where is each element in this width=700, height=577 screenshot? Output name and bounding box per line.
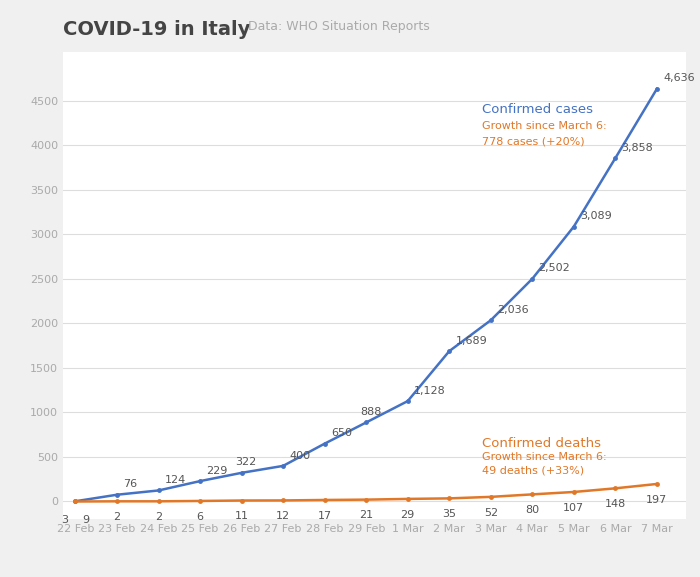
Text: 80: 80	[525, 505, 540, 515]
Text: Data: WHO Situation Reports: Data: WHO Situation Reports	[248, 20, 430, 33]
Text: 11: 11	[234, 511, 248, 521]
Text: 3,858: 3,858	[622, 143, 653, 153]
Text: Confirmed cases: Confirmed cases	[482, 103, 594, 115]
Text: 1,689: 1,689	[456, 336, 487, 346]
Text: 35: 35	[442, 509, 456, 519]
Text: 400: 400	[289, 451, 311, 460]
Text: 197: 197	[646, 494, 668, 505]
Text: 650: 650	[331, 428, 352, 439]
Text: 21: 21	[359, 510, 373, 520]
Text: 17: 17	[318, 511, 332, 520]
Text: 2,502: 2,502	[538, 264, 570, 273]
Text: 52: 52	[484, 508, 498, 518]
Text: 9: 9	[83, 515, 90, 525]
Text: 888: 888	[360, 407, 382, 417]
Text: 2,036: 2,036	[497, 305, 528, 315]
Text: COVID-19 in Italy: COVID-19 in Italy	[63, 20, 251, 39]
Text: 3,089: 3,089	[580, 211, 612, 221]
Text: 322: 322	[235, 458, 257, 467]
Text: 229: 229	[206, 466, 228, 476]
Text: 12: 12	[276, 511, 290, 521]
Text: 4,636: 4,636	[663, 73, 695, 84]
Text: 1,128: 1,128	[414, 386, 446, 396]
Text: 107: 107	[564, 503, 584, 512]
Text: Confirmed deaths: Confirmed deaths	[482, 437, 601, 451]
Text: 148: 148	[605, 499, 626, 509]
Text: 778 cases (+20%): 778 cases (+20%)	[482, 137, 585, 147]
Text: 49 deaths (+33%): 49 deaths (+33%)	[482, 466, 584, 476]
Text: 2: 2	[113, 512, 120, 522]
Text: 3: 3	[62, 515, 69, 525]
Text: Growth since March 6:: Growth since March 6:	[482, 452, 607, 462]
Text: 29: 29	[400, 509, 415, 520]
Text: 76: 76	[123, 479, 137, 489]
Text: 2: 2	[155, 512, 162, 522]
Text: 124: 124	[164, 475, 186, 485]
Text: Growth since March 6:: Growth since March 6:	[482, 121, 607, 132]
Text: 6: 6	[197, 512, 204, 522]
